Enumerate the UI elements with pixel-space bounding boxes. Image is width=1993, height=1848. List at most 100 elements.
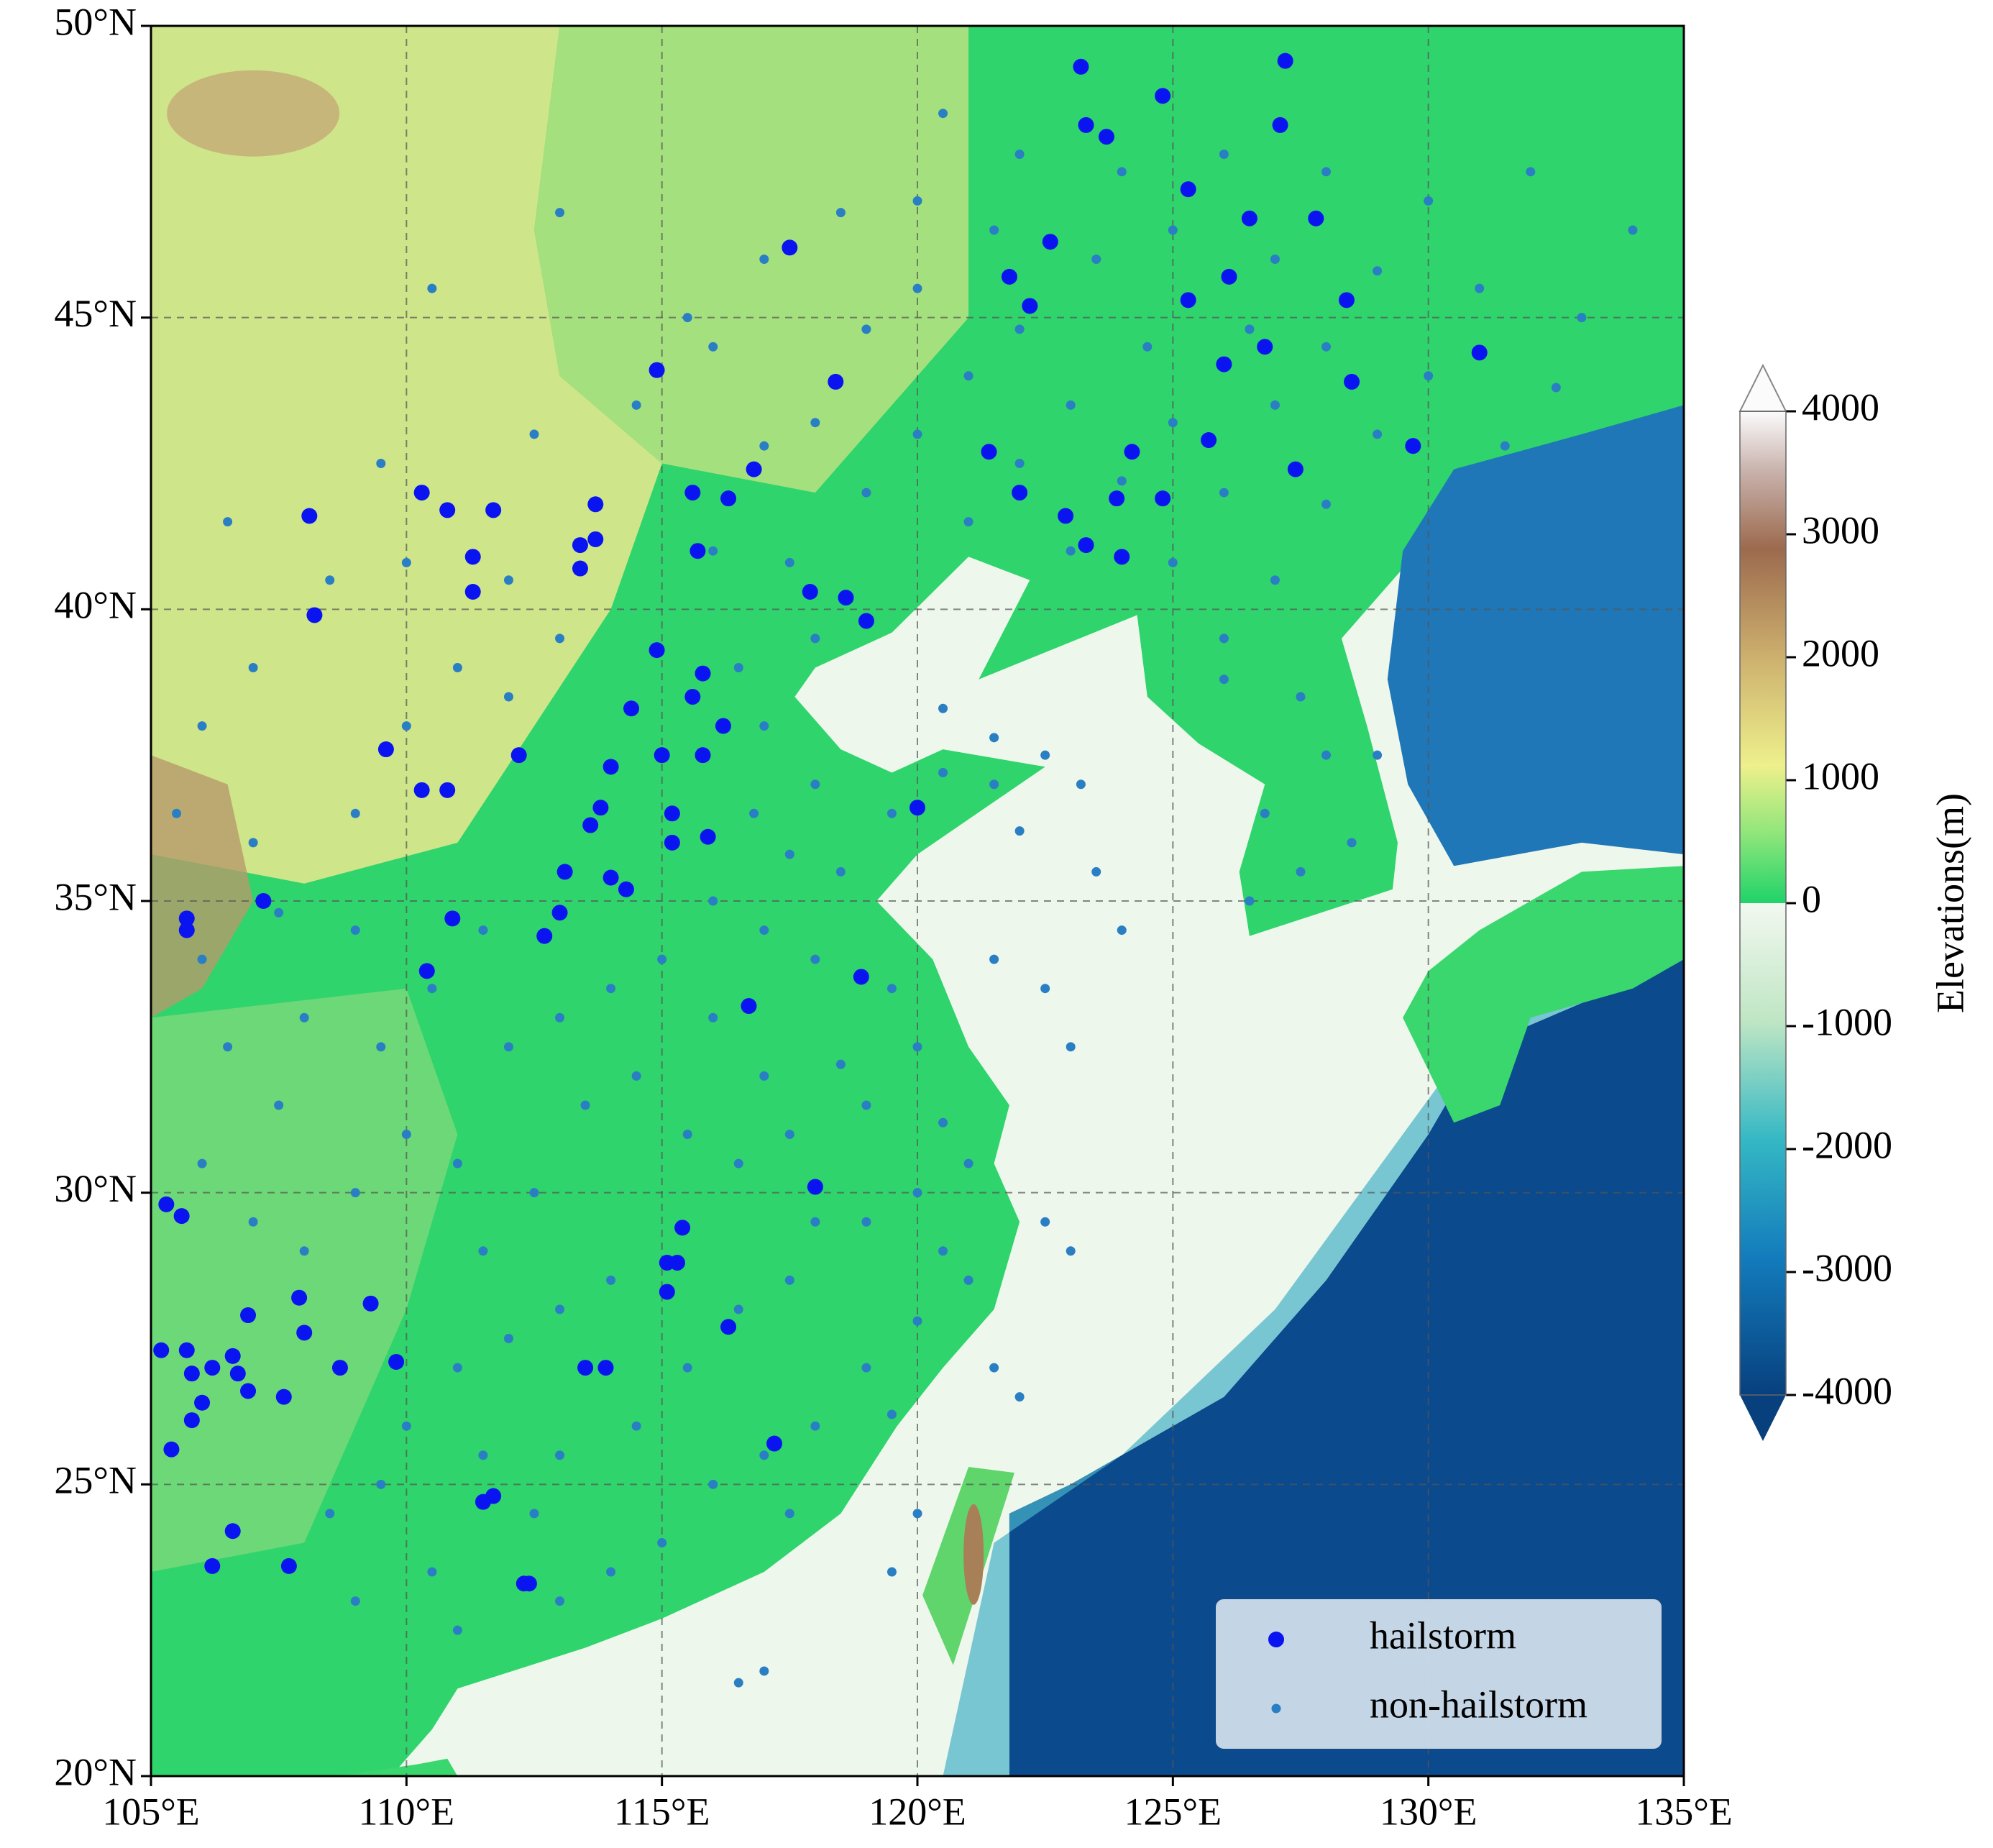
colorbar-tick-label: -2000 <box>1802 1123 1892 1166</box>
station-point <box>204 1360 221 1376</box>
station-point <box>1270 255 1280 265</box>
legend-marker <box>1271 1703 1281 1714</box>
colorbar-tick-label: 1000 <box>1802 754 1879 797</box>
station-point <box>682 1363 692 1373</box>
station-point <box>1073 58 1089 75</box>
station-point <box>503 692 513 702</box>
station-point <box>746 461 762 477</box>
station-point <box>275 1389 292 1405</box>
station-point <box>989 1363 999 1373</box>
station-point <box>444 910 461 927</box>
station-point <box>572 560 588 577</box>
station-point <box>631 400 641 410</box>
station-point <box>807 1179 823 1195</box>
station-point <box>1344 373 1360 390</box>
station-point <box>938 1117 948 1127</box>
station-point <box>733 1304 743 1314</box>
station-point <box>1321 342 1332 352</box>
station-point <box>1155 490 1171 507</box>
station-point <box>178 1342 195 1358</box>
station-point <box>708 546 718 556</box>
station-point <box>631 1071 641 1081</box>
station-point <box>580 1100 590 1110</box>
station-point <box>938 703 948 713</box>
station-point <box>172 808 182 818</box>
station-point <box>1628 225 1638 235</box>
station-point <box>912 1316 922 1326</box>
station-point <box>963 371 973 381</box>
colorbar-tick-label: 2000 <box>1802 631 1879 674</box>
station-point <box>606 984 616 994</box>
station-point <box>529 1509 539 1519</box>
legend-marker <box>1268 1632 1284 1647</box>
station-point <box>912 1188 922 1198</box>
station-point <box>1012 485 1028 501</box>
land-japan <box>1403 866 1684 1123</box>
station-point <box>248 662 258 672</box>
station-point <box>452 1363 462 1373</box>
station-point <box>1078 537 1094 554</box>
station-point <box>1109 490 1125 507</box>
station-point <box>1040 1217 1050 1227</box>
station-point <box>1296 692 1306 702</box>
station-point <box>1180 181 1196 198</box>
station-point <box>989 733 999 743</box>
station-point <box>1076 779 1086 790</box>
station-point <box>963 1275 973 1285</box>
station-point <box>173 1208 190 1225</box>
y-tick-label: 25°N <box>54 1459 137 1502</box>
station-point <box>741 998 757 1015</box>
station-point <box>1091 866 1101 877</box>
station-point <box>1058 508 1074 524</box>
station-point <box>1014 149 1025 159</box>
station-point <box>197 721 207 731</box>
station-point <box>178 910 195 927</box>
station-point <box>1142 342 1153 352</box>
station-point <box>649 642 665 659</box>
station-point <box>1168 225 1178 235</box>
station-point <box>886 1567 897 1577</box>
station-point <box>853 969 869 985</box>
mountain <box>167 70 340 157</box>
station-point <box>350 1596 360 1606</box>
station-point <box>989 954 999 964</box>
colorbar-tick-label: -1000 <box>1802 1000 1892 1043</box>
station-point <box>1347 838 1357 848</box>
station-point <box>158 1196 175 1212</box>
colorbar-tick-label: 0 <box>1802 877 1821 920</box>
station-point <box>1040 750 1050 760</box>
station-point <box>623 700 640 717</box>
station-point <box>485 502 502 518</box>
station-point <box>503 575 513 585</box>
station-point <box>603 759 619 775</box>
station-point <box>861 324 871 334</box>
station-point <box>555 1012 565 1023</box>
station-point <box>240 1307 257 1324</box>
station-point <box>886 984 897 994</box>
station-point <box>1221 268 1237 285</box>
station-point <box>464 549 481 565</box>
station-point <box>1066 546 1076 556</box>
station-point <box>1500 441 1510 451</box>
station-point <box>912 429 922 439</box>
station-point <box>810 633 820 644</box>
station-point <box>784 849 794 859</box>
station-point <box>1551 383 1561 393</box>
station-point <box>886 808 897 818</box>
station-point <box>858 613 874 629</box>
legend-label: non-hailstorm <box>1370 1683 1587 1726</box>
station-point <box>597 1360 614 1376</box>
x-tick-label: 115°E <box>614 1790 710 1833</box>
station-point <box>1117 925 1127 936</box>
station-point <box>280 1557 297 1574</box>
station-point <box>649 362 665 378</box>
station-point <box>555 1596 565 1606</box>
mountain <box>963 1504 984 1605</box>
station-point <box>708 1479 718 1489</box>
legend: hailstorm non-hailstorm <box>1216 1599 1662 1749</box>
station-point <box>299 1246 309 1256</box>
station-point <box>657 954 667 964</box>
station-point <box>759 1666 769 1676</box>
station-point <box>1257 339 1273 355</box>
axes: 105°E 110°E 115°E 120°E 125°E 130°E 135°E 20°N 2… <box>54 0 1732 1833</box>
